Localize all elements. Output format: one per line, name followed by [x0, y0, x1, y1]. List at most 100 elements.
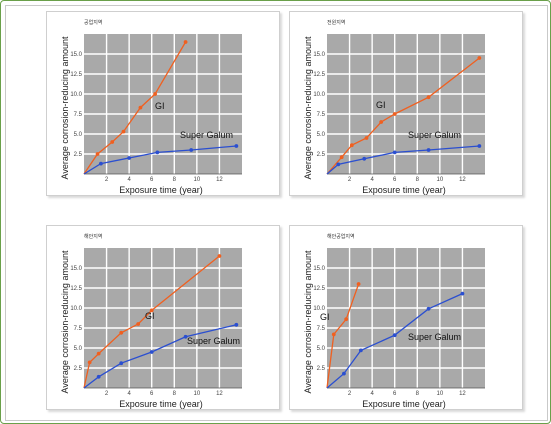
- y-tick-label: 10.0: [313, 306, 325, 312]
- data-point: [426, 148, 431, 152]
- y-tick-label: 7.5: [317, 326, 326, 332]
- series-super-galum: [83, 144, 239, 175]
- x-tick-label: 2: [105, 177, 109, 183]
- y-tick-label: 5.0: [317, 346, 326, 352]
- x-tick-label: 10: [194, 177, 201, 183]
- data-point: [149, 350, 154, 354]
- data-point: [331, 332, 336, 337]
- chart-panel-coastal-industrial: 2 4 6 8 10 12 2.5 5.0 7.5 10.0 12.5 15.0 해안공업지역 Expos…: [289, 225, 523, 410]
- series-gi: [326, 282, 361, 389]
- data-point: [234, 144, 239, 148]
- data-point: [138, 105, 143, 110]
- y-tick-label: 2.5: [317, 366, 326, 372]
- y-tick-label: 5.0: [74, 132, 83, 138]
- x-axis-label: Exposure time (year): [362, 185, 446, 195]
- data-point: [342, 371, 346, 376]
- series-label-super-galum: Super Galum: [187, 336, 240, 346]
- x-tick-label: 2: [105, 391, 109, 397]
- x-tick-label: 12: [216, 177, 223, 183]
- data-point: [149, 308, 154, 313]
- data-point: [336, 162, 341, 167]
- series-label-super-galum: Super Galum: [408, 130, 461, 140]
- y-tick-label: 12.5: [70, 286, 82, 292]
- panel-title: 해안공업지역: [327, 233, 355, 240]
- series-super-galum: [326, 144, 482, 175]
- x-tick-label: 6: [393, 177, 397, 183]
- series-super-galum: [83, 322, 239, 389]
- y-tick-label: 15.0: [313, 52, 325, 58]
- data-point: [121, 129, 126, 134]
- series-label-gi: GI: [145, 311, 155, 321]
- grid: [327, 248, 485, 388]
- data-point: [358, 348, 363, 353]
- data-point: [183, 40, 188, 44]
- data-point: [96, 374, 101, 379]
- data-point: [392, 150, 397, 155]
- grid: [327, 34, 485, 174]
- chart-panel-rural: 2 4 6 8 10 12 2.5 5.0 7.5 10.0 12.5 15.0 전원지역 Exposur…: [289, 11, 523, 196]
- data-point: [95, 152, 100, 156]
- x-tick-label: 12: [216, 391, 223, 397]
- plot-area: [84, 248, 242, 388]
- series-label-super-galum: Super Galum: [180, 130, 233, 140]
- chart-coastal-industrial: 2 4 6 8 10 12 2.5 5.0 7.5 10.0 12.5 15.0 해안공업지역 Expos…: [303, 233, 485, 409]
- y-tick-label: 10.0: [70, 92, 82, 98]
- x-tick-label: 10: [437, 391, 444, 397]
- x-tick-label: 6: [393, 391, 397, 397]
- series-line: [83, 145, 237, 175]
- y-tick-label: 2.5: [317, 152, 326, 158]
- grid: [84, 34, 242, 174]
- data-point: [99, 161, 103, 166]
- data-point: [477, 56, 482, 60]
- x-tick-label: 12: [459, 177, 466, 183]
- data-point: [344, 317, 349, 322]
- data-point: [87, 360, 92, 365]
- data-point: [356, 282, 361, 286]
- data-point: [460, 291, 465, 296]
- data-point: [364, 136, 369, 140]
- x-tick-label: 2: [348, 391, 352, 397]
- y-tick-label: 12.5: [313, 72, 325, 78]
- series-label-gi: GI: [155, 101, 165, 111]
- series-line: [326, 145, 480, 175]
- y-tick-label: 10.0: [70, 306, 82, 312]
- grid: [84, 248, 242, 388]
- y-tick-label: 5.0: [317, 132, 326, 138]
- data-point: [477, 144, 482, 148]
- y-tick-label: 7.5: [74, 326, 83, 332]
- x-tick-label: 10: [194, 391, 201, 397]
- y-tick-label: 7.5: [74, 112, 83, 118]
- x-tick-label: 4: [370, 177, 374, 183]
- data-point: [392, 333, 397, 338]
- data-point: [136, 322, 141, 326]
- data-point: [189, 148, 194, 152]
- data-point: [426, 306, 431, 311]
- x-tick-label: 8: [416, 177, 420, 183]
- series-line: [83, 324, 237, 389]
- y-tick-label: 15.0: [70, 266, 82, 272]
- data-point: [392, 112, 397, 116]
- y-tick-label: 2.5: [74, 366, 83, 372]
- panel-title: 전원지역: [327, 19, 345, 26]
- x-tick-label: 8: [173, 177, 177, 183]
- series-gi: [83, 254, 222, 389]
- data-point: [349, 143, 354, 148]
- x-tick-label: 8: [416, 391, 420, 397]
- plot-area: [327, 34, 485, 174]
- data-point: [110, 140, 115, 144]
- series-line: [326, 283, 360, 389]
- x-tick-label: 8: [173, 391, 177, 397]
- data-point: [234, 322, 239, 327]
- data-point: [379, 120, 384, 124]
- x-axis-label: Exposure time (year): [119, 185, 203, 195]
- y-tick-label: 2.5: [74, 152, 83, 158]
- data-point: [155, 150, 160, 155]
- y-axis-label: Average corrosion-reducing amount: [303, 250, 313, 393]
- y-tick-label: 15.0: [70, 52, 82, 58]
- data-point: [217, 254, 222, 258]
- data-point: [362, 156, 367, 161]
- chart-panel-industrial: 2 4 6 8 10 12 2.5 5.0 7.5 10.0 12.5 15.0 공업지역 Exposur…: [46, 11, 280, 196]
- x-tick-label: 4: [127, 177, 131, 183]
- panel-title: 공업지역: [84, 19, 102, 26]
- x-tick-label: 12: [459, 391, 466, 397]
